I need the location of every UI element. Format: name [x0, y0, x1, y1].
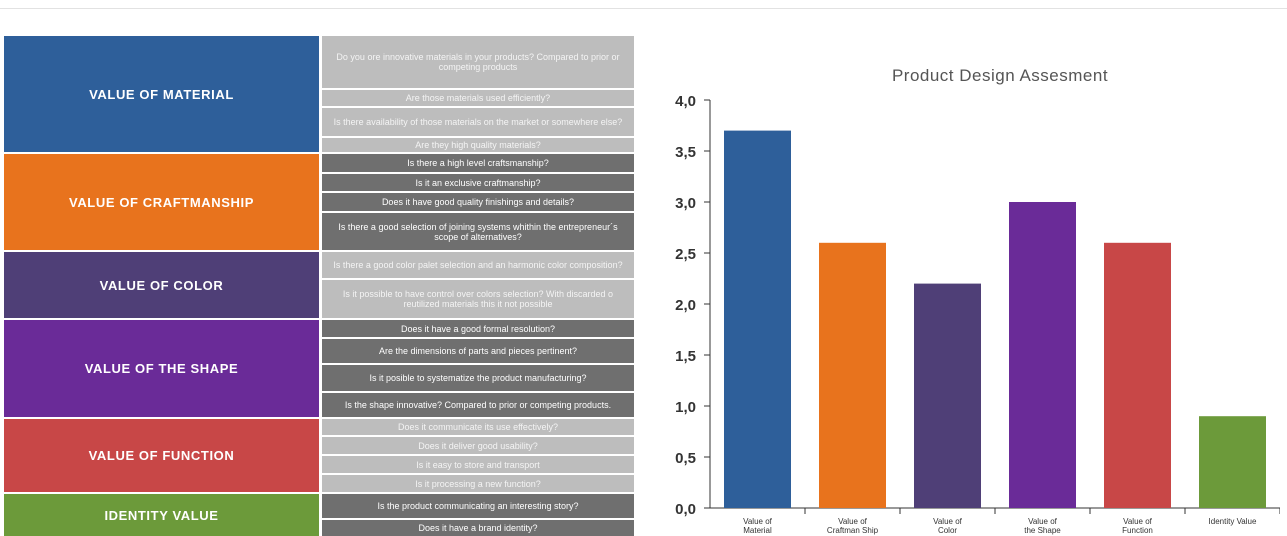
y-tick-label: 1,0: [675, 399, 696, 416]
category-color: VALUE OF COLOR: [4, 252, 319, 318]
y-tick-label: 1,5: [675, 348, 696, 365]
x-tick-label: Value of the Shape: [1024, 517, 1061, 535]
bar: [1009, 202, 1076, 508]
bar: [819, 242, 886, 509]
question-cell: Is there a good color palet selection an…: [322, 252, 634, 278]
chart-title: Product Design Assesment: [892, 66, 1108, 85]
bar: [724, 130, 791, 508]
y-tick-labels: 0,0 0,5 1,0 1,5 2,0 2,5 3,0 3,5 4,0: [675, 93, 710, 518]
x-tick-label: Value of Function: [1122, 517, 1153, 535]
top-divider: [0, 8, 1287, 9]
question-cell: Is the product communicating an interest…: [322, 494, 634, 518]
question-cell: Is there availability of those materials…: [322, 108, 634, 136]
y-tick-label: 0,5: [675, 450, 696, 467]
y-tick-label: 3,0: [675, 195, 696, 212]
x-tick-label: Identity Value: [1209, 517, 1257, 526]
question-cell: Are those materials used efficiently?: [322, 90, 634, 106]
question-cell: Is there a high level craftsmanship?: [322, 154, 634, 172]
y-tick-label: 0,0: [675, 501, 696, 518]
question-cell: Does it deliver good usability?: [322, 437, 634, 454]
y-tick-label: 3,5: [675, 144, 696, 161]
assessment-criteria-table: VALUE OF MATERIAL VALUE OF CRAFTMANSHIP …: [4, 36, 634, 536]
bar-chart: Product Design Assesment 0,0 0,5 1,0 1,5 2,0…: [675, 66, 1280, 535]
question-cell: Is it possible to have control over colo…: [322, 280, 634, 318]
category-function: VALUE OF FUNCTION: [4, 419, 319, 492]
question-cell: Are they high quality materials?: [322, 138, 634, 152]
y-tick-label: 2,0: [675, 297, 696, 314]
bars: [724, 130, 1266, 509]
x-tick-labels: Value of Material Value of Craftman Ship Val…: [743, 508, 1280, 535]
bar: [1104, 242, 1171, 509]
question-cell: Is it posible to systematize the product…: [322, 365, 634, 391]
bar: [1199, 416, 1266, 508]
question-cell: Does it have good quality finishings and…: [322, 193, 634, 211]
question-cell: Is it processing a new function?: [322, 475, 634, 492]
category-identity: IDENTITY VALUE: [4, 494, 319, 536]
bar: [914, 283, 981, 508]
question-cell: Do you ore innovative materials in your …: [322, 36, 634, 88]
question-cell: Is it easy to store and transport: [322, 456, 634, 473]
category-shape: VALUE OF THE SHAPE: [4, 320, 319, 417]
question-cell: Is it an exclusive craftmanship?: [322, 174, 634, 191]
question-cell: Does it have a good formal resolution?: [322, 320, 634, 337]
category-craftmanship: VALUE OF CRAFTMANSHIP: [4, 154, 319, 250]
question-cell: Is there a good selection of joining sys…: [322, 213, 634, 250]
question-cell: Is the shape innovative? Compared to pri…: [322, 393, 634, 417]
x-tick-label: Value of Color: [933, 517, 963, 535]
x-tick-label: Value of Material: [743, 517, 773, 535]
question-cell: Does it have a brand identity?: [322, 520, 634, 536]
category-material: VALUE OF MATERIAL: [4, 36, 319, 152]
question-cell: Are the dimensions of parts and pieces p…: [322, 339, 634, 363]
y-tick-label: 2,5: [675, 246, 696, 263]
x-tick-label: Value of Craftman Ship: [827, 517, 879, 535]
y-tick-label: 4,0: [675, 93, 696, 110]
question-cell: Does it communicate its use effectively?: [322, 419, 634, 435]
